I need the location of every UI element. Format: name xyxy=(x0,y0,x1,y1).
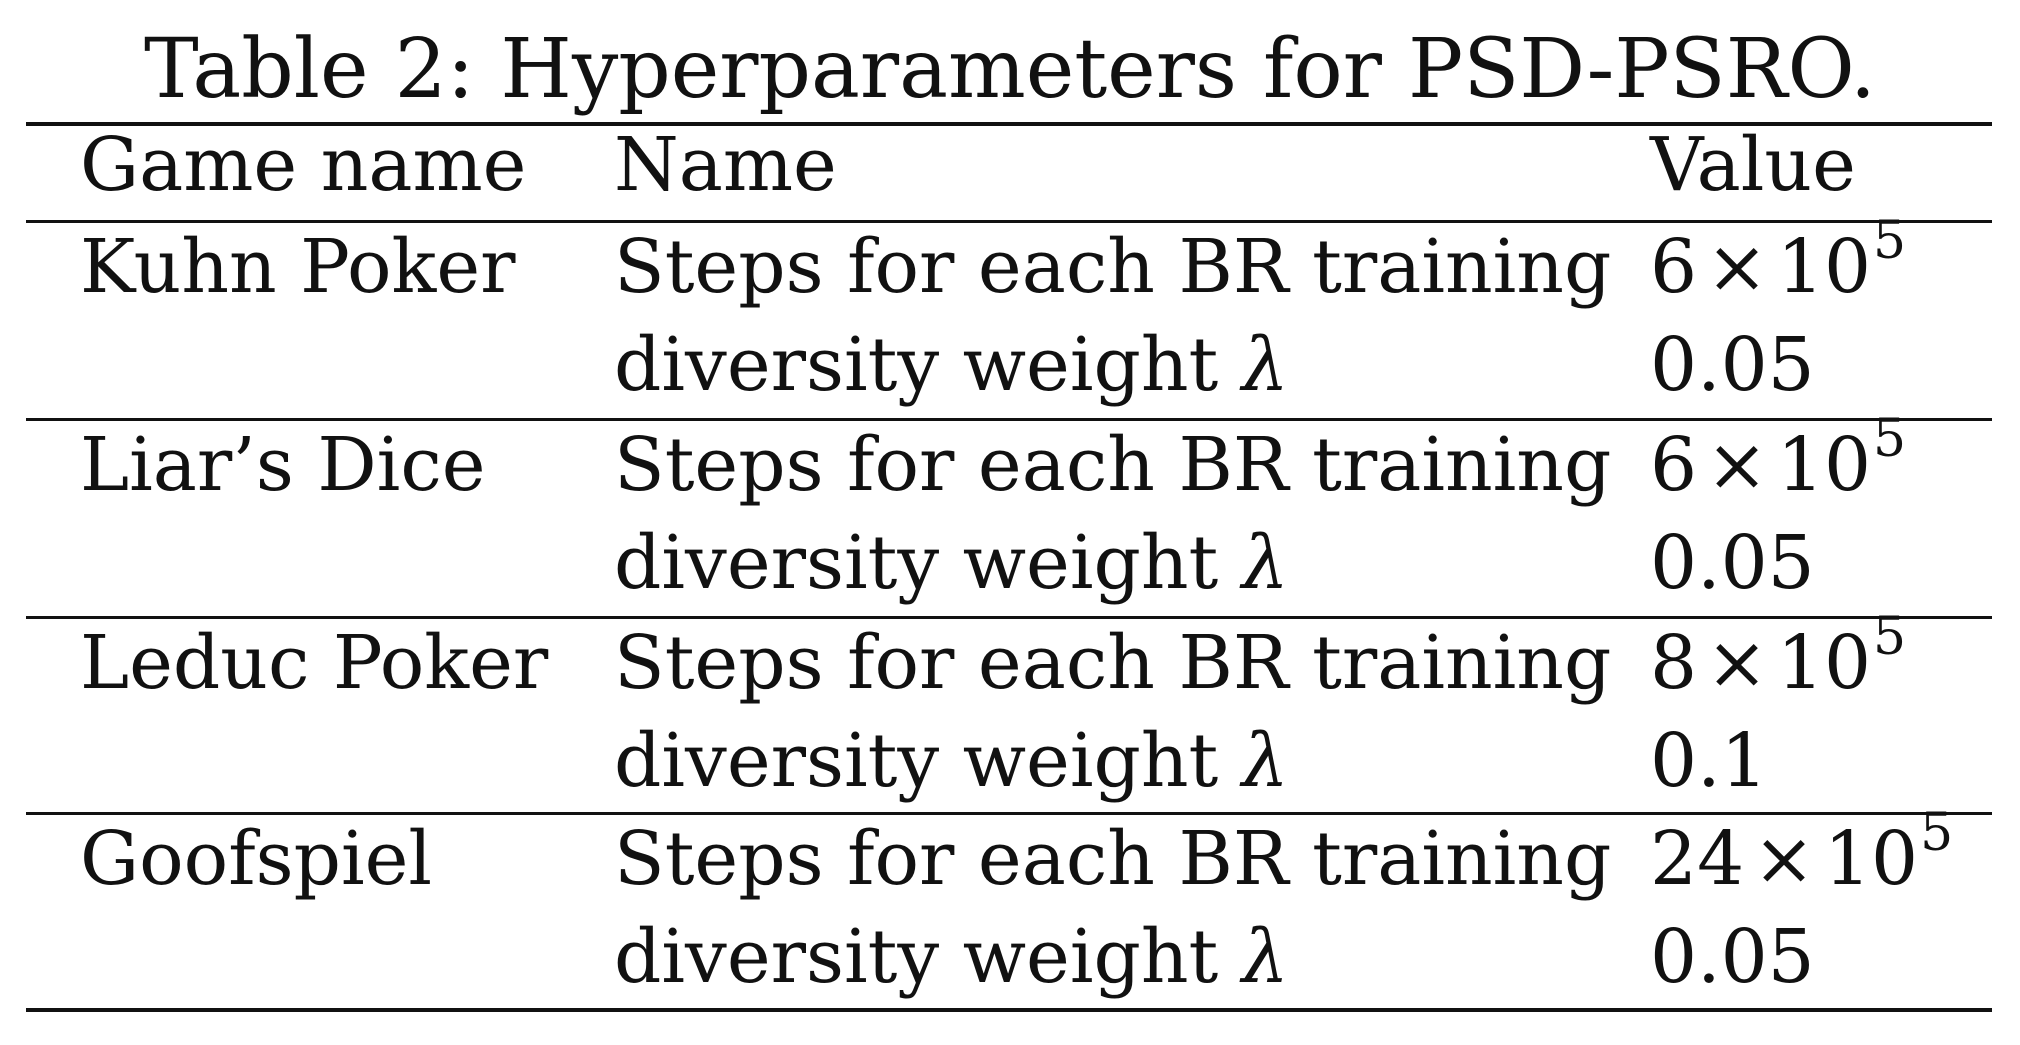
header-name: Name xyxy=(614,122,837,208)
times-sign: × xyxy=(1705,620,1768,706)
value-base: 10 xyxy=(1776,224,1872,310)
param-value: 0.05 xyxy=(1650,914,1815,1000)
param-name: diversity weight λ xyxy=(614,716,1289,806)
value-exponent: 5 xyxy=(1873,607,1907,667)
bottom-rule xyxy=(26,1008,1992,1012)
value-exponent: 5 xyxy=(1920,803,1954,863)
param-value: 0.05 xyxy=(1650,322,1815,408)
param-name-text: diversity weight xyxy=(614,520,1219,606)
param-value: 6 × 105 xyxy=(1650,211,1906,320)
header-rule xyxy=(26,220,1992,223)
param-value: 24 × 105 xyxy=(1650,803,1953,912)
game-name: Kuhn Poker xyxy=(80,224,516,310)
lambda-symbol: λ xyxy=(1241,322,1289,408)
param-name: diversity weight λ xyxy=(614,320,1289,410)
param-value: 0.05 xyxy=(1650,520,1815,606)
param-name-text: diversity weight xyxy=(614,322,1219,408)
value-base: 10 xyxy=(1776,422,1872,508)
times-sign: × xyxy=(1705,224,1768,310)
value-exponent: 5 xyxy=(1873,211,1907,271)
top-rule xyxy=(26,122,1992,126)
param-name: Steps for each BR training xyxy=(614,224,1612,310)
value-coef: 6 xyxy=(1650,422,1698,508)
value-base: 10 xyxy=(1776,620,1872,706)
table-caption: Table 2: Hyperparameters for PSD-PSRO. xyxy=(144,22,1876,117)
param-name: diversity weight λ xyxy=(614,912,1289,1002)
param-name: diversity weight λ xyxy=(614,518,1289,608)
group-rule xyxy=(26,616,1992,619)
param-value: 8 × 105 xyxy=(1650,607,1906,716)
param-name-text: diversity weight xyxy=(614,914,1219,1000)
game-name: Goofspiel xyxy=(80,816,433,902)
value-base: 10 xyxy=(1823,816,1919,902)
lambda-symbol: λ xyxy=(1241,914,1289,1000)
game-name: Liar’s Dice xyxy=(80,422,486,508)
group-rule xyxy=(26,418,1992,421)
value-coef: 8 xyxy=(1650,620,1698,706)
param-name-text: diversity weight xyxy=(614,718,1219,804)
param-value: 0.1 xyxy=(1650,718,1768,804)
header-game-name: Game name xyxy=(80,122,527,208)
value-exponent: 5 xyxy=(1873,409,1907,469)
times-sign: × xyxy=(1753,816,1816,902)
game-name: Leduc Poker xyxy=(80,620,549,706)
param-name: Steps for each BR training xyxy=(614,816,1612,902)
group-rule xyxy=(26,812,1992,815)
lambda-symbol: λ xyxy=(1241,520,1289,606)
value-coef: 6 xyxy=(1650,224,1698,310)
times-sign: × xyxy=(1705,422,1768,508)
param-value: 6 × 105 xyxy=(1650,409,1906,518)
param-name: Steps for each BR training xyxy=(614,422,1612,508)
header-value: Value xyxy=(1650,122,1856,208)
lambda-symbol: λ xyxy=(1241,718,1289,804)
value-coef: 24 xyxy=(1650,816,1745,902)
param-name: Steps for each BR training xyxy=(614,620,1612,706)
